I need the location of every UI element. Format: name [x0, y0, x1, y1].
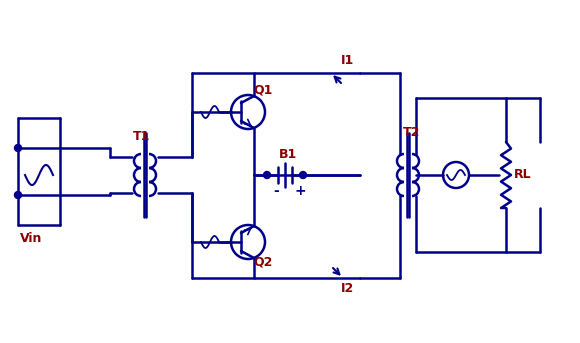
Text: I2: I2 — [341, 282, 354, 295]
Text: T1: T1 — [133, 130, 150, 143]
Text: Q2: Q2 — [253, 256, 273, 269]
Text: I1: I1 — [341, 55, 354, 68]
Text: T2: T2 — [403, 127, 420, 140]
Text: +: + — [295, 184, 307, 198]
Circle shape — [299, 172, 306, 178]
Text: RL: RL — [514, 168, 532, 181]
Text: B1: B1 — [279, 149, 297, 162]
Text: Vin: Vin — [20, 232, 42, 245]
Circle shape — [263, 172, 270, 178]
Circle shape — [14, 144, 21, 152]
Text: -: - — [273, 184, 279, 198]
Circle shape — [14, 191, 21, 199]
Text: Q1: Q1 — [253, 83, 273, 96]
